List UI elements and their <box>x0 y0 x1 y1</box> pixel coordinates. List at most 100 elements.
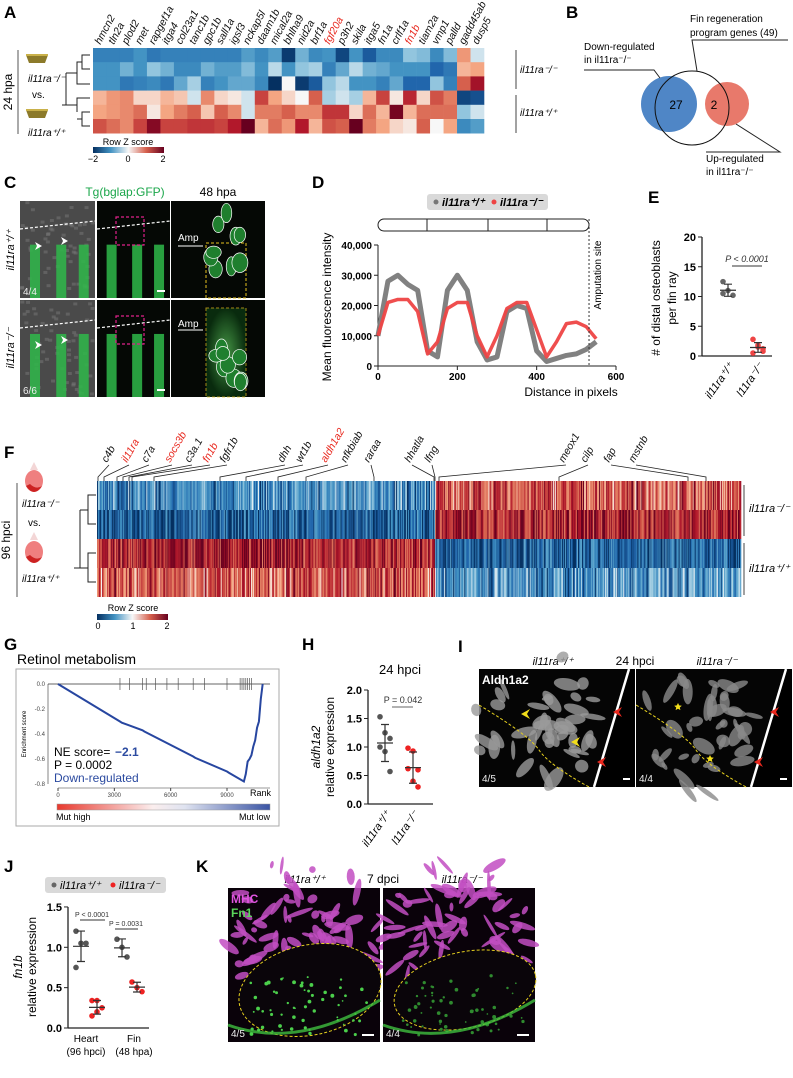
heatmap-cell <box>227 104 242 120</box>
heatmap-stripe <box>503 481 505 510</box>
heatmap-stripe <box>515 510 517 539</box>
heatmap-stripe <box>692 481 695 510</box>
heatmap-stripe <box>484 568 486 597</box>
myocardium-mhc <box>251 927 258 933</box>
heatmap-stripe <box>590 510 592 539</box>
heatmap-stripe <box>543 539 546 568</box>
epicardial-fn1 <box>382 998 536 1035</box>
heatmap-stripe <box>521 510 523 539</box>
fn1-signal <box>280 1028 283 1031</box>
heatmap-stripe <box>471 539 473 568</box>
heatmap-stripe <box>106 510 108 539</box>
heatmap-stripe <box>149 481 151 510</box>
heatmap-stripe <box>694 539 697 568</box>
heatmap-stripe <box>546 481 549 510</box>
heatmap-stripe <box>299 568 301 597</box>
heatmap-stripe <box>558 481 561 510</box>
myocardium-mhc <box>494 921 510 931</box>
d-legend <box>427 194 548 210</box>
heatmap-stripe <box>681 510 683 539</box>
heatmap-cell <box>173 62 188 77</box>
heatmap-stripe <box>345 539 347 568</box>
heatmap-stripe <box>734 510 737 539</box>
noise <box>64 381 69 385</box>
heatmap-stripe <box>366 568 368 597</box>
heatmap-stripe <box>329 568 331 597</box>
heatmap-cell <box>416 76 431 91</box>
heatmap-stripe <box>421 568 423 597</box>
heatmap-stripe <box>422 539 424 568</box>
myocardium-mhc <box>421 921 448 928</box>
heatmap-stripe <box>662 568 664 597</box>
d-legend-mut: il11ra⁻/⁻ <box>500 197 544 209</box>
tissue-texture <box>494 687 506 703</box>
heatmap-cell <box>335 90 350 106</box>
heatmap-stripe <box>350 510 352 539</box>
heatmap-stripe <box>726 568 729 597</box>
myocardium-mhc <box>332 936 349 945</box>
heatmap-cell <box>295 76 310 91</box>
heatmap-stripe <box>668 510 670 539</box>
heatmap-stripe <box>226 568 229 597</box>
heatmap-stripe <box>240 568 243 597</box>
heatmap-stripe <box>444 481 446 510</box>
heatmap-stripe <box>398 539 401 568</box>
heatmap-stripe <box>675 510 677 539</box>
heatmap-stripe <box>101 539 103 568</box>
heatmap-stripe <box>668 568 670 597</box>
heatmap-stripe <box>603 481 605 510</box>
heatmap-stripe <box>111 510 113 539</box>
heatmap-stripe <box>388 510 391 539</box>
heatmap-stripe <box>732 481 735 510</box>
heatmap-stripe <box>472 481 474 510</box>
heatmap-stripe <box>593 568 595 597</box>
heatmap-stripe <box>243 539 246 568</box>
heatmap-stripe <box>218 510 221 539</box>
heatmap-stripe <box>489 510 491 539</box>
heatmap-stripe <box>222 539 225 568</box>
heatmap-stripe <box>577 539 580 568</box>
heatmap-stripe <box>361 510 363 539</box>
a-right-label-wt: il11ra⁺/⁺ <box>520 108 558 119</box>
heatmap-stripe <box>332 568 334 597</box>
heatmap-stripe <box>178 539 180 568</box>
heatmap-stripe <box>124 539 126 568</box>
noise <box>48 338 53 342</box>
heatmap-stripe <box>412 539 415 568</box>
heatmap-stripe <box>487 510 489 539</box>
heatmap-stripe <box>578 539 581 568</box>
heatmap-stripe <box>128 539 130 568</box>
heatmap-stripe <box>575 568 578 597</box>
heatmap-stripe <box>124 481 126 510</box>
heatmap-stripe <box>491 568 493 597</box>
heatmap-stripe <box>521 539 523 568</box>
heatmap-stripe <box>305 481 307 510</box>
fn1-signal <box>424 994 427 997</box>
heatmap-stripe <box>602 481 604 510</box>
heatmap-stripe <box>618 539 620 568</box>
heatmap-stripe <box>384 510 387 539</box>
heatmap-stripe <box>423 481 425 510</box>
j-group3-point <box>139 988 145 995</box>
a-heatmap <box>93 48 485 134</box>
heatmap-stripe <box>266 539 268 568</box>
heatmap-stripe <box>503 510 505 539</box>
heatmap-cell <box>335 119 350 134</box>
heatmap-stripe <box>673 568 675 597</box>
heatmap-stripe <box>141 481 143 510</box>
heatmap-stripe <box>718 568 721 597</box>
heatmap-cell <box>457 48 471 63</box>
heatmap-stripe <box>338 510 340 539</box>
fn1-signal <box>352 1019 355 1022</box>
heatmap-stripe <box>720 568 723 597</box>
heatmap-stripe <box>533 539 536 568</box>
heatmap-cell <box>214 119 229 134</box>
heatmap-stripe <box>238 539 241 568</box>
tissue-texture <box>563 748 580 758</box>
heatmap-stripe <box>605 568 607 597</box>
heatmap-cell <box>160 48 175 63</box>
heatmap-stripe <box>344 539 346 568</box>
heatmap-stripe <box>724 568 727 597</box>
heatmap-stripe <box>595 481 597 510</box>
fn1-signal <box>471 993 475 998</box>
